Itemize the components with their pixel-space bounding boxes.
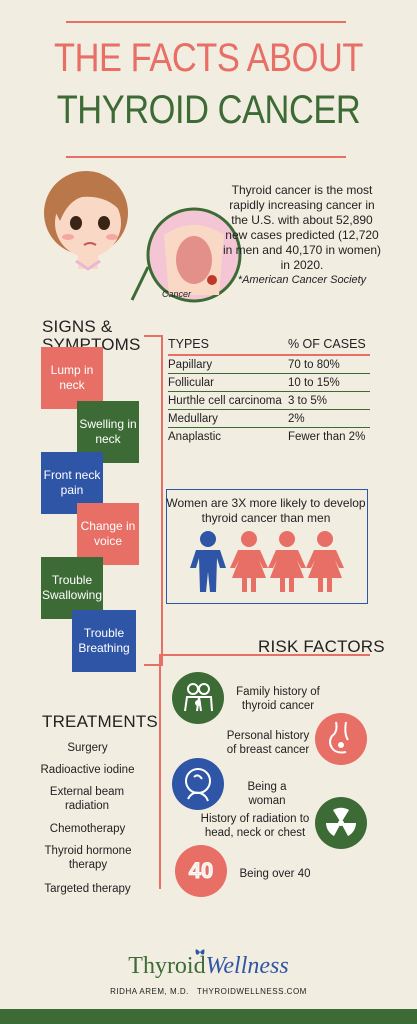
brand-logo: ThyroidWellness xyxy=(0,953,417,980)
type-name: Follicular xyxy=(168,373,288,392)
risk-radiation-history: History of radiation to head, neck or ch… xyxy=(200,813,310,839)
treatments-heading: TREATMENTS xyxy=(42,712,158,731)
symptom-trouble-breathing: Trouble Breathing xyxy=(72,610,136,672)
type-percent: 2% xyxy=(287,409,370,428)
family-icon xyxy=(172,672,224,724)
top-divider xyxy=(66,21,346,23)
title-line-2: THYROID CANCER xyxy=(56,88,361,132)
cancer-label: Cancer xyxy=(162,289,192,299)
type-name: Anaplastic xyxy=(168,431,222,443)
butterfly-icon xyxy=(195,949,205,955)
woman-icon xyxy=(306,531,344,592)
age-40-badge: 40 xyxy=(175,845,227,897)
risk-breast-cancer-history: Personal history of breast cancer xyxy=(226,730,310,756)
table-row: Anaplastic Fewer than 2% xyxy=(168,428,370,446)
col-header-percent: % OF CASES xyxy=(287,335,370,356)
risk-heading: RISK FACTORS xyxy=(258,637,385,656)
type-percent: 3 to 5% xyxy=(287,391,370,410)
woman-profile-icon xyxy=(172,758,224,810)
risk-over-40: Being over 40 xyxy=(239,868,311,880)
table-row: Papillary 70 to 80% xyxy=(168,355,370,374)
woman-icon xyxy=(268,531,306,592)
symptom-lump-in-neck: Lump in neck xyxy=(41,347,103,409)
byline: RIDHA AREM, M.D. THYROIDWELLNESS.COM xyxy=(110,987,307,996)
risk-family-history: Family history of thyroid cancer xyxy=(236,686,320,712)
col-header-types: TYPES xyxy=(168,335,288,356)
types-table-header: TYPES % OF CASES xyxy=(168,335,370,356)
symptom-trouble-swallowing: Trouble Swallowing xyxy=(41,557,103,619)
table-row: Medullary 2% xyxy=(168,409,370,428)
footer-bar xyxy=(0,1009,417,1024)
man-icon xyxy=(190,531,226,592)
type-percent: 70 to 80% xyxy=(287,355,370,374)
type-percent: 10 to 15% xyxy=(287,373,370,392)
symptom-change-in-voice: Change in voice xyxy=(77,503,139,565)
treatment-item: Surgery xyxy=(67,742,108,754)
table-row: Follicular 10 to 15% xyxy=(168,373,370,392)
age-40-text: 40 xyxy=(188,858,214,884)
type-name: Medullary xyxy=(168,409,288,428)
type-percent: Fewer than 2% xyxy=(287,431,366,443)
title-divider xyxy=(66,156,346,158)
types-table: TYPES % OF CASES Papillary 70 to 80% Foll… xyxy=(168,335,370,445)
title-line-1: THE FACTS ABOUT xyxy=(54,36,363,80)
women-stat-box xyxy=(166,489,368,604)
treatment-item: External beam radiation xyxy=(49,786,125,812)
radiation-icon xyxy=(315,797,367,849)
breast-icon xyxy=(315,713,367,765)
type-name: Papillary xyxy=(168,355,288,374)
symptoms-bracket xyxy=(144,335,163,666)
brand-part-1: Thyroid xyxy=(128,953,206,979)
intro-text: Thyroid cancer is the most rapidly incre… xyxy=(222,183,382,272)
type-name: Hurthle cell carcinoma xyxy=(168,391,288,410)
woman-icon xyxy=(230,531,268,592)
girl-illustration xyxy=(44,171,128,271)
intro-block: Thyroid cancer is the most rapidly incre… xyxy=(222,183,382,288)
women-stat-text: Women are 3X more likely to develop thyr… xyxy=(166,496,366,525)
treatment-item: Chemotherapy xyxy=(49,823,126,835)
thyroid-magnifier-icon xyxy=(130,207,242,303)
treatment-item: Thyroid hormone therapy xyxy=(44,845,132,871)
brand-part-2: Wellness xyxy=(205,953,289,979)
people-icons xyxy=(190,531,344,592)
treatment-item: Targeted therapy xyxy=(44,883,131,895)
treatment-item: Radioactive iodine xyxy=(40,764,135,776)
table-row: Hurthle cell carcinoma 3 to 5% xyxy=(168,391,370,410)
intro-source: *American Cancer Society xyxy=(237,274,367,286)
risk-being-woman: Being a woman xyxy=(247,781,287,807)
risk-bracket xyxy=(159,654,370,889)
